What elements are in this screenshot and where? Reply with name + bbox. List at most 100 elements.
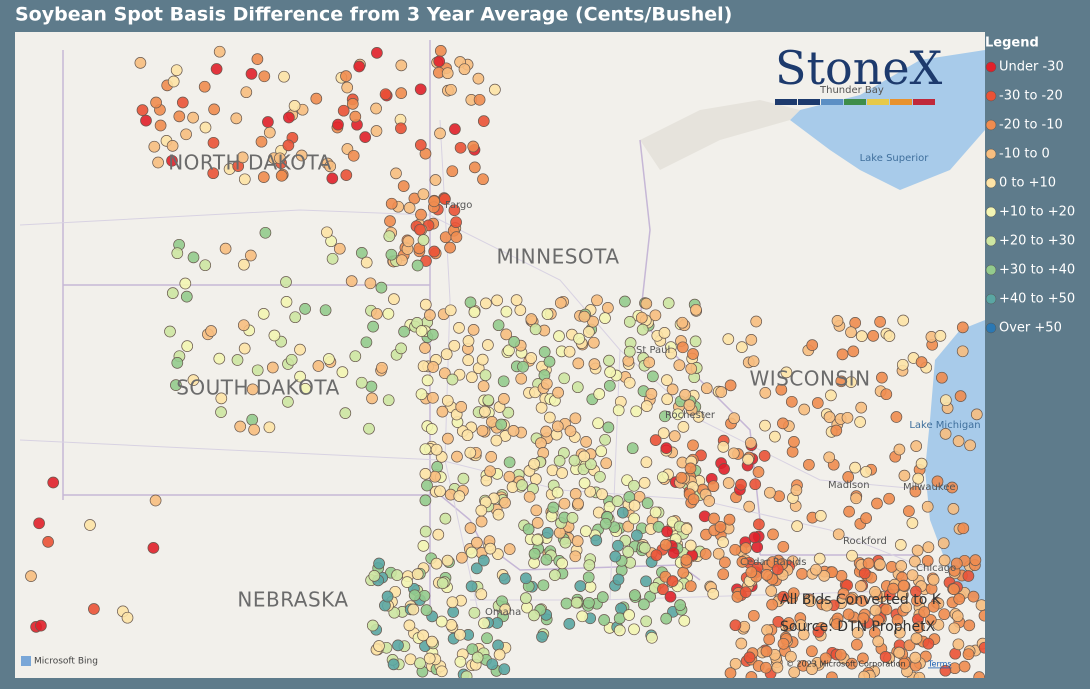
- bid-dot: [806, 663, 818, 675]
- bid-dot: [466, 643, 479, 656]
- bid-dot: [373, 557, 385, 570]
- bid-dot: [729, 657, 742, 670]
- bid-dot: [739, 542, 752, 554]
- bid-dot: [417, 540, 430, 552]
- bid-dot: [140, 114, 152, 127]
- bid-dot: [719, 556, 731, 569]
- terms-link[interactable]: Terms: [927, 660, 952, 669]
- bid-dot: [587, 336, 600, 349]
- water-label: Lake Superior: [860, 153, 930, 164]
- bid-dot: [439, 512, 452, 525]
- bid-dot: [834, 648, 847, 661]
- bid-dot: [616, 506, 629, 519]
- bid-dot: [609, 550, 622, 563]
- bid-dot: [906, 569, 919, 582]
- bid-dot: [940, 394, 952, 407]
- bid-dot: [700, 382, 713, 395]
- bid-dot: [831, 315, 844, 327]
- bid-dot: [623, 345, 636, 358]
- bid-dot: [517, 360, 529, 373]
- bid-dot: [563, 618, 576, 630]
- bid-dot: [553, 455, 566, 467]
- bid-dot: [537, 579, 550, 592]
- bid-dot: [845, 326, 857, 339]
- legend-swatch: [985, 61, 997, 73]
- bid-dot: [845, 593, 858, 606]
- bid-dot: [547, 501, 560, 514]
- bid-dot: [841, 411, 854, 424]
- bid-dot: [806, 339, 819, 351]
- bid-dot: [429, 174, 442, 186]
- bid-dot: [722, 333, 735, 345]
- bid-dot: [559, 536, 572, 549]
- bid-dot: [636, 323, 649, 336]
- bid-dot: [661, 374, 673, 386]
- bid-dot: [812, 626, 825, 638]
- bid-dot: [900, 601, 913, 614]
- bid-dot: [444, 304, 457, 317]
- bid-dot: [558, 497, 571, 510]
- logo-bar-seg: [821, 99, 843, 105]
- bid-dot: [401, 576, 413, 588]
- bid-dot: [685, 362, 698, 375]
- logo: StoneX: [775, 41, 943, 95]
- bid-dot: [635, 311, 648, 324]
- bid-dot: [461, 429, 474, 442]
- bid-dot: [528, 547, 541, 560]
- bid-dot: [285, 353, 298, 366]
- bid-dot: [927, 573, 940, 586]
- bid-dot: [661, 525, 673, 538]
- bid-dot: [595, 445, 608, 458]
- bid-dot: [171, 247, 184, 260]
- bid-dot: [855, 330, 868, 342]
- bid-dot: [790, 484, 803, 497]
- bid-dot: [729, 543, 742, 556]
- bid-dot: [603, 354, 615, 367]
- bid-dot: [441, 394, 454, 407]
- bid-dot: [596, 591, 609, 603]
- bid-dot: [465, 580, 478, 593]
- bid-dot: [657, 583, 669, 596]
- bid-dot: [337, 104, 350, 117]
- bid-dot: [166, 140, 179, 152]
- bid-dot: [728, 412, 740, 425]
- bid-dot: [735, 478, 747, 491]
- bid-dot: [484, 542, 497, 555]
- bid-dot: [525, 352, 538, 364]
- bid-dot: [383, 230, 396, 243]
- bid-dot: [722, 477, 735, 489]
- bid-dot: [858, 670, 871, 678]
- bid-dot: [585, 458, 597, 471]
- bid-dot: [181, 340, 194, 352]
- bid-dot: [411, 568, 424, 580]
- title: Soybean Spot Basis Difference from 3 Yea…: [15, 4, 732, 26]
- bid-dot: [345, 275, 358, 287]
- bid-dot: [765, 585, 778, 597]
- bid-dot: [811, 397, 824, 409]
- bid-dot: [649, 506, 662, 519]
- bid-dot: [583, 559, 596, 572]
- map[interactable]: NORTH DAKOTA SOUTH DAKOTA MINNESOTA WISC…: [15, 32, 990, 683]
- bid-dot: [464, 296, 477, 309]
- bid-dot: [613, 624, 626, 637]
- bid-dot: [791, 520, 803, 532]
- bid-dot: [918, 606, 931, 618]
- bid-dot: [729, 619, 742, 632]
- bid-dot: [600, 457, 613, 470]
- bid-dot: [427, 361, 439, 373]
- bid-dot: [476, 424, 489, 437]
- bid-dot: [166, 154, 178, 167]
- bid-dot: [578, 450, 590, 463]
- bid-dot: [466, 371, 478, 384]
- bid-dot: [360, 256, 373, 269]
- bid-dot: [299, 303, 311, 315]
- bid-dot: [921, 555, 934, 567]
- bid-dot: [939, 664, 952, 677]
- bid-dot: [349, 110, 362, 123]
- bid-dot: [753, 518, 765, 531]
- bid-dot: [475, 504, 488, 517]
- bid-dot: [442, 432, 454, 445]
- bid-dot: [450, 231, 463, 243]
- bid-dot: [736, 556, 749, 568]
- bid-dot: [969, 554, 982, 566]
